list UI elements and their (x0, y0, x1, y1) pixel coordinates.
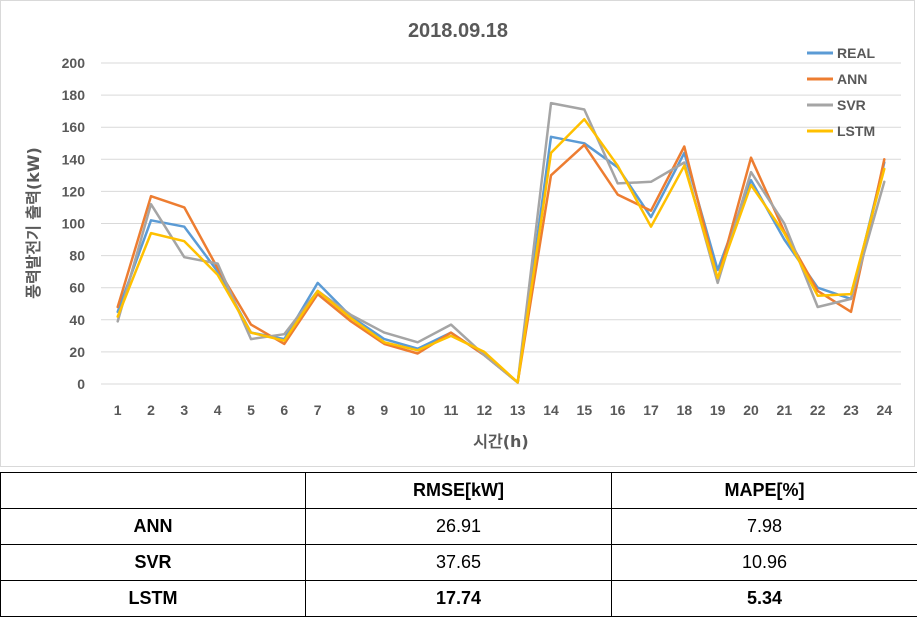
x-tick-label: 13 (510, 402, 526, 418)
y-tick-label: 60 (69, 280, 85, 296)
x-tick-label: 1 (114, 402, 122, 418)
x-tick-label: 8 (347, 402, 355, 418)
legend-entry-svr: SVR (807, 97, 866, 113)
y-tick-label: 80 (69, 248, 85, 264)
legend-label: REAL (837, 45, 876, 61)
x-tick-label: 15 (577, 402, 593, 418)
y-tick-label: 100 (62, 216, 86, 232)
chart-area: 0 20 40 60 80 100 120 140 160 180 200 1 2 3 4 5 6 7 8 9 10 1… (0, 0, 915, 467)
y-tick-label: 20 (69, 344, 85, 360)
table-header-cell: RMSE[kW] (305, 472, 612, 509)
x-tick-label: 21 (777, 402, 793, 418)
mape-cell: 5.34 (611, 580, 917, 617)
x-tick-label: 23 (843, 402, 859, 418)
y-tick-label: 180 (62, 87, 86, 103)
chart-title: 2018.09.18 (408, 20, 508, 42)
rmse-cell: 17.74 (305, 580, 612, 617)
mape-cell: 7.98 (611, 508, 917, 545)
series-line-lstm (116, 117, 886, 384)
x-axis-label: 시간(h) (473, 432, 528, 451)
metrics-table: RMSE[kW] MAPE[%] ANN 26.91 7.98 SVR 37.6… (0, 472, 917, 617)
x-tick-label: 18 (677, 402, 693, 418)
y-tick-label: 160 (62, 119, 86, 135)
legend-entry-lstm: LSTM (807, 123, 875, 139)
legend: REAL ANN SVR LSTM (807, 45, 876, 139)
y-tick-label: 140 (62, 151, 86, 167)
legend-label: SVR (837, 97, 866, 113)
x-tick-label: 7 (314, 402, 322, 418)
legend-entry-real: REAL (807, 45, 876, 61)
x-tick-label: 2 (147, 402, 155, 418)
series-line-svr (116, 101, 886, 384)
gridlines (101, 62, 901, 385)
x-tick-label: 12 (477, 402, 493, 418)
x-tick-label: 17 (643, 402, 659, 418)
series-lines (116, 101, 886, 384)
x-axis-ticks: 1 2 3 4 5 6 7 8 9 10 11 12 13 14 15 16 17 18 19 20 21 22 23 24 (114, 402, 893, 418)
table-header-row: RMSE[kW] MAPE[%] (0, 472, 917, 509)
rmse-cell: 37.65 (305, 544, 612, 581)
mape-cell: 10.96 (611, 544, 917, 581)
series-line-real (116, 135, 886, 384)
x-tick-label: 6 (280, 402, 288, 418)
x-tick-label: 24 (877, 402, 893, 418)
table-row: LSTM 17.74 5.34 (0, 580, 917, 617)
legend-label: LSTM (837, 123, 875, 139)
y-tick-label: 0 (77, 376, 85, 392)
legend-label: ANN (837, 71, 867, 87)
x-tick-label: 16 (610, 402, 626, 418)
y-axis-ticks: 0 20 40 60 80 100 120 140 160 180 200 (62, 55, 86, 392)
row-label: ANN (0, 508, 306, 545)
series-line-ann (116, 143, 886, 384)
x-tick-label: 10 (410, 402, 426, 418)
table-row: SVR 37.65 10.96 (0, 544, 917, 581)
y-axis-label: 풍력발전기 출력(kW) (24, 147, 43, 299)
x-tick-label: 4 (214, 402, 222, 418)
row-label: SVR (0, 544, 306, 581)
rmse-cell: 26.91 (305, 508, 612, 545)
y-tick-label: 120 (62, 183, 86, 199)
x-tick-label: 14 (543, 402, 559, 418)
x-tick-label: 20 (743, 402, 759, 418)
row-label: LSTM (0, 580, 306, 617)
x-tick-label: 19 (710, 402, 726, 418)
x-tick-label: 9 (380, 402, 388, 418)
y-tick-label: 40 (69, 312, 85, 328)
table-header-cell (0, 472, 306, 509)
legend-entry-ann: ANN (807, 71, 867, 87)
x-tick-label: 11 (444, 402, 459, 418)
x-tick-label: 3 (180, 402, 188, 418)
x-tick-label: 22 (810, 402, 826, 418)
y-tick-label: 200 (62, 55, 86, 71)
x-tick-label: 5 (247, 402, 255, 418)
table-header-cell: MAPE[%] (611, 472, 917, 509)
table-row: ANN 26.91 7.98 (0, 508, 917, 545)
